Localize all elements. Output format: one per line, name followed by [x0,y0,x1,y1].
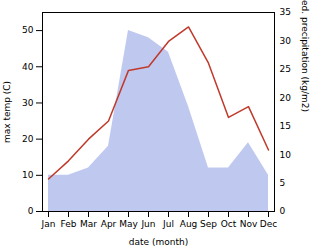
svg-text:med. precipitation (kg/m2): med. precipitation (kg/m2) [300,0,310,112]
svg-text:0: 0 [280,206,286,216]
svg-text:Jul: Jul [162,219,174,229]
svg-text:Jan: Jan [41,219,56,229]
svg-text:max temp (C): max temp (C) [2,81,12,143]
svg-text:35: 35 [280,7,291,17]
svg-text:Sep: Sep [200,219,217,229]
svg-text:30: 30 [280,36,292,46]
svg-text:Nov: Nov [240,219,258,229]
svg-text:15: 15 [280,121,291,131]
svg-text:Dec: Dec [260,219,277,229]
svg-text:0: 0 [28,206,34,216]
svg-text:10: 10 [280,150,292,160]
svg-text:Apr: Apr [101,219,117,229]
svg-text:Jun: Jun [140,219,155,229]
svg-text:30: 30 [22,98,34,108]
svg-text:date (month): date (month) [129,237,188,247]
svg-text:Mar: Mar [80,219,97,229]
svg-text:50: 50 [22,25,34,35]
svg-text:Feb: Feb [61,219,77,229]
svg-text:20: 20 [22,134,34,144]
svg-text:Oct: Oct [221,219,237,229]
svg-text:40: 40 [22,62,34,72]
svg-text:Aug: Aug [180,219,198,229]
svg-text:May: May [119,219,138,229]
svg-text:25: 25 [280,64,291,74]
svg-text:20: 20 [280,93,292,103]
svg-text:5: 5 [280,178,286,188]
svg-text:10: 10 [22,170,34,180]
